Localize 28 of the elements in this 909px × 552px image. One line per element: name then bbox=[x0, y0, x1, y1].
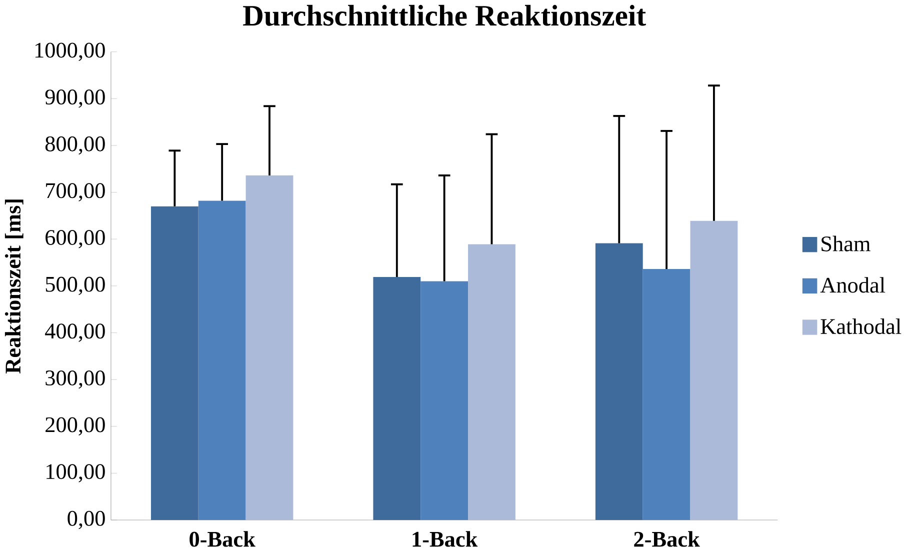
y-tick-label: 100,00 bbox=[46, 464, 105, 482]
y-tick-label: 1000,00 bbox=[35, 42, 105, 62]
bar bbox=[595, 243, 643, 520]
x-tick-label: 1-Back bbox=[412, 531, 478, 547]
bar bbox=[246, 176, 294, 520]
y-tick-label: 600,00 bbox=[46, 230, 105, 248]
y-tick-label: 500,00 bbox=[46, 276, 105, 296]
bar bbox=[468, 244, 516, 520]
legend-label: Sham bbox=[822, 236, 870, 252]
x-tick-label: 0-Back bbox=[190, 531, 256, 547]
y-tick-label: 300,00 bbox=[46, 370, 105, 389]
bar bbox=[150, 206, 198, 520]
bar bbox=[690, 220, 738, 520]
bar bbox=[642, 269, 690, 520]
legend-label: Kathodal bbox=[820, 318, 902, 334]
y-tick-label: 400,00 bbox=[45, 324, 105, 342]
bar bbox=[373, 277, 421, 520]
y-tick-label: 0,00 bbox=[68, 511, 105, 530]
y-tick-label: 700,00 bbox=[46, 183, 105, 202]
bar bbox=[420, 281, 468, 520]
y-tick-label: 200,00 bbox=[46, 417, 105, 436]
legend-label: Anodal bbox=[820, 277, 886, 293]
chart-title: Durchschnittliche Reaktionszeit bbox=[243, 5, 646, 26]
y-tick-label: 900,00 bbox=[45, 90, 105, 108]
bar bbox=[198, 200, 246, 520]
y-tick-label: 800,00 bbox=[45, 136, 105, 155]
x-tick-label: 2-Back bbox=[634, 531, 700, 547]
y-axis-title: Reaktionszeit [ms] bbox=[4, 200, 24, 374]
